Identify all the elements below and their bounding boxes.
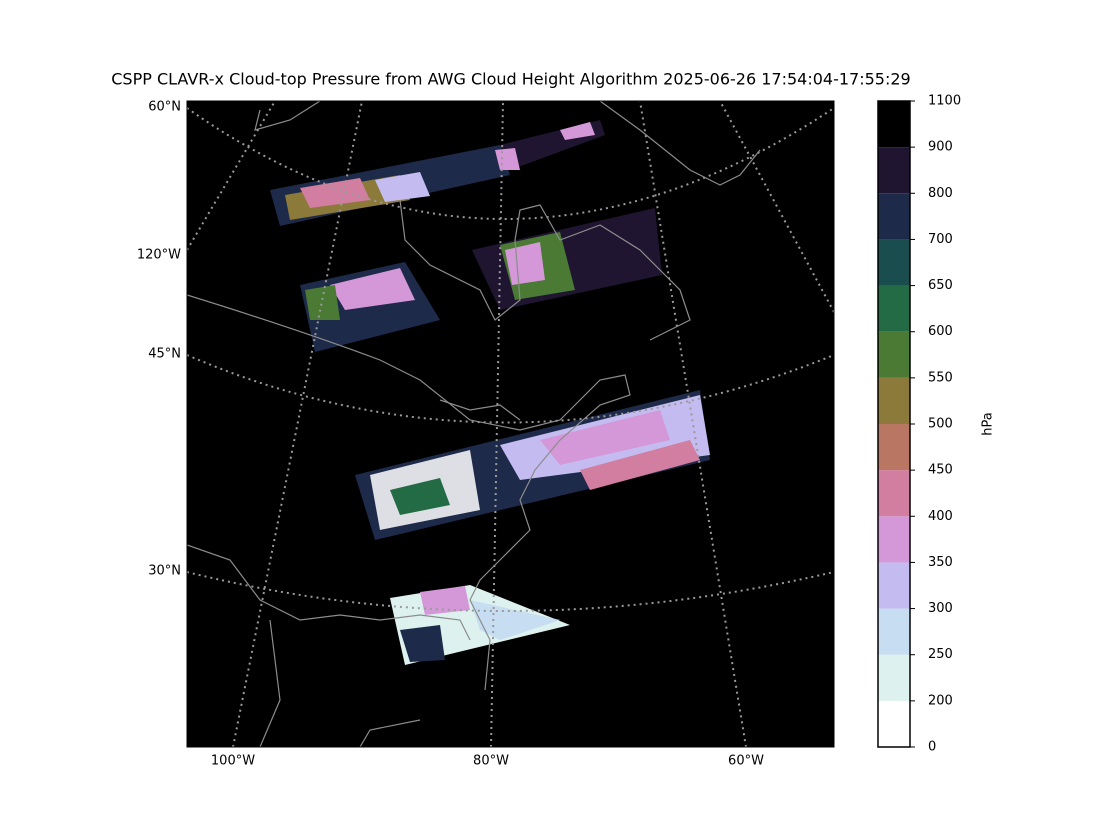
colorbar-segment: [878, 516, 910, 563]
colorbar-segment: [878, 147, 910, 194]
coastlines: [187, 101, 761, 747]
map-frame: [186, 100, 835, 748]
lat-label: 60°N: [148, 100, 181, 115]
colorbar-tick-label: 600: [928, 324, 953, 339]
graticule: [187, 101, 834, 747]
colorbar-segment: [878, 424, 910, 471]
lat-label: 45°N: [148, 347, 181, 362]
colorbar-tick-label: 650: [928, 278, 953, 293]
colorbar-segment: [878, 101, 910, 148]
colorbar-tick-label: 500: [928, 417, 953, 432]
colorbar-label: hPa: [981, 412, 996, 435]
colorbar-segment: [878, 285, 910, 332]
colorbar-tick-label: 450: [928, 463, 953, 478]
colorbar-segment: [878, 193, 910, 240]
cloud-swaths: [270, 120, 710, 665]
lat-label: 30°N: [148, 564, 181, 579]
colorbar-tick-label: 800: [928, 186, 953, 201]
colorbar-segment: [878, 377, 910, 424]
colorbar-segment: [878, 239, 910, 286]
colorbar-segment: [878, 562, 910, 609]
lon-label: 100°W: [211, 754, 255, 769]
colorbar-segment: [878, 470, 910, 517]
lon-label: 60°W: [728, 754, 764, 769]
colorbar-tick-label: 200: [928, 693, 953, 708]
colorbar-segment: [878, 608, 910, 655]
lon-label: 80°W: [473, 754, 509, 769]
map: [186, 100, 835, 748]
colorbar-tick-label: 900: [928, 140, 953, 155]
colorbar-tick-label: 400: [928, 509, 953, 524]
colorbar-tick-label: 250: [928, 647, 953, 662]
colorbar-tick-label: 1100: [928, 94, 961, 109]
title: CSPP CLAVR-x Cloud-top Pressure from AWG…: [111, 70, 910, 89]
colorbar-tick-label: 700: [928, 232, 953, 247]
colorbar-tick-label: 550: [928, 370, 953, 385]
colorbar-segment: [878, 700, 910, 747]
colorbar-tick-label: 350: [928, 555, 953, 570]
colorbar-tick-label: 300: [928, 601, 953, 616]
colorbar-segment: [878, 331, 910, 378]
colorbar-segment: [878, 654, 910, 701]
lat-label: 120°W: [137, 248, 181, 263]
colorbar-tick-label: 0: [928, 740, 936, 755]
